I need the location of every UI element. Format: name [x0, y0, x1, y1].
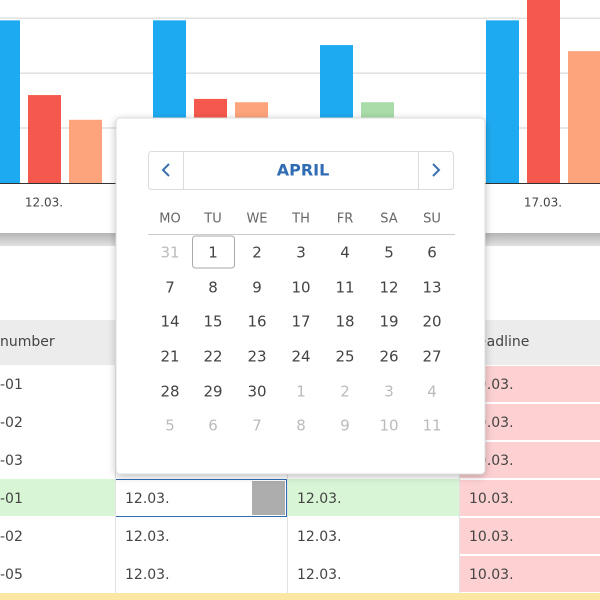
bar: [28, 95, 61, 183]
day-cell[interactable]: 1: [208, 244, 218, 262]
month-bar: [148, 151, 454, 190]
day-cell[interactable]: 25: [335, 348, 354, 366]
day-cell[interactable]: 7: [165, 279, 175, 297]
cell-text: 12.03.: [297, 529, 342, 545]
cell-text: -01: [0, 491, 23, 507]
column-header: number: [0, 334, 55, 350]
cell-text: -03: [0, 453, 23, 469]
cell-text: 10.03.: [469, 529, 514, 545]
day-cell[interactable]: 3: [384, 383, 394, 401]
input-button[interactable]: [252, 481, 285, 515]
day-cell[interactable]: 4: [427, 383, 437, 401]
day-cell[interactable]: 8: [296, 417, 306, 435]
cell-text: 12.03.: [297, 491, 342, 507]
day-cell[interactable]: 23: [247, 348, 266, 366]
cell-text: -01: [0, 377, 23, 393]
chart: 12.03. 17.03.: [0, 0, 600, 210]
day-cell[interactable]: 24: [291, 348, 310, 366]
cell-text: -02: [0, 415, 23, 431]
day-cell[interactable]: 6: [427, 244, 437, 262]
prev-month-button[interactable]: [161, 163, 170, 177]
day-cell[interactable]: 6: [208, 417, 218, 435]
weekday-label: SA: [380, 212, 397, 227]
popup-panel: [115, 117, 486, 475]
day-cell[interactable]: 26: [379, 348, 398, 366]
x-tick-label: 17.03.: [524, 196, 562, 210]
next-month-button[interactable]: [432, 163, 441, 177]
cell-text: -05: [0, 567, 23, 583]
day-cell[interactable]: 17: [291, 313, 310, 331]
day-cell[interactable]: 13: [422, 279, 441, 297]
day-cell[interactable]: 28: [160, 383, 179, 401]
day-cell[interactable]: 11: [422, 417, 441, 435]
day-cell[interactable]: 8: [208, 279, 218, 297]
day-cell[interactable]: 30: [247, 383, 266, 401]
day-cell[interactable]: 4: [340, 244, 350, 262]
weekday-label: TU: [203, 212, 221, 227]
cell-text: -02: [0, 529, 23, 545]
day-cell[interactable]: 12: [379, 279, 398, 297]
day-cell[interactable]: 7: [252, 417, 262, 435]
day-cell[interactable]: 19: [379, 313, 398, 331]
day-cell[interactable]: 2: [252, 244, 262, 262]
weekday-label: WE: [246, 212, 267, 227]
cell-text: 12.03.: [125, 529, 170, 545]
cell-text: 10.03.: [469, 567, 514, 583]
day-cell[interactable]: 27: [422, 348, 441, 366]
day-cell[interactable]: 10: [291, 279, 310, 297]
row-highlight: [0, 593, 600, 600]
weekday-label: FR: [337, 212, 354, 227]
x-tick-label: 12.03.: [25, 196, 63, 210]
day-cell[interactable]: 9: [252, 279, 262, 297]
column-header: eadline: [478, 334, 529, 350]
weekday-label: TH: [291, 212, 310, 227]
day-cell[interactable]: 16: [247, 313, 266, 331]
bar: [69, 119, 102, 183]
cell-text: 12.03.: [125, 567, 170, 583]
day-cell[interactable]: 5: [384, 244, 394, 262]
today-box[interactable]: [192, 235, 235, 269]
cell-text: 12.03.: [125, 491, 170, 507]
day-cell[interactable]: 9: [340, 417, 350, 435]
cell-warning: [459, 556, 600, 592]
day-cell[interactable]: 20: [422, 313, 441, 331]
day-cell[interactable]: 2: [340, 383, 350, 401]
day-cell[interactable]: 1: [296, 383, 306, 401]
day-cell[interactable]: 15: [203, 313, 222, 331]
day-cell[interactable]: 22: [203, 348, 222, 366]
weekday-label: SU: [423, 212, 441, 227]
day-cell[interactable]: 29: [203, 383, 222, 401]
bar: [486, 20, 519, 184]
cell-text: 12.03.: [297, 567, 342, 583]
day-cell[interactable]: 10: [379, 417, 398, 435]
day-cell[interactable]: 18: [335, 313, 354, 331]
bar: [527, 0, 560, 183]
day-cell[interactable]: 14: [160, 313, 179, 331]
day-cell[interactable]: 3: [296, 244, 306, 262]
day-cell[interactable]: 21: [160, 348, 179, 366]
day-cell[interactable]: 11: [335, 279, 354, 297]
bar: [0, 20, 20, 184]
month-title: APRIL: [277, 161, 330, 180]
bar: [568, 51, 600, 183]
cell-text: 10.03.: [469, 491, 514, 507]
cell-warning: [459, 518, 600, 554]
day-cell[interactable]: 31: [160, 244, 179, 262]
cell-warning: [459, 480, 600, 516]
day-cell[interactable]: 5: [165, 417, 175, 435]
weekday-label: MO: [159, 212, 180, 227]
